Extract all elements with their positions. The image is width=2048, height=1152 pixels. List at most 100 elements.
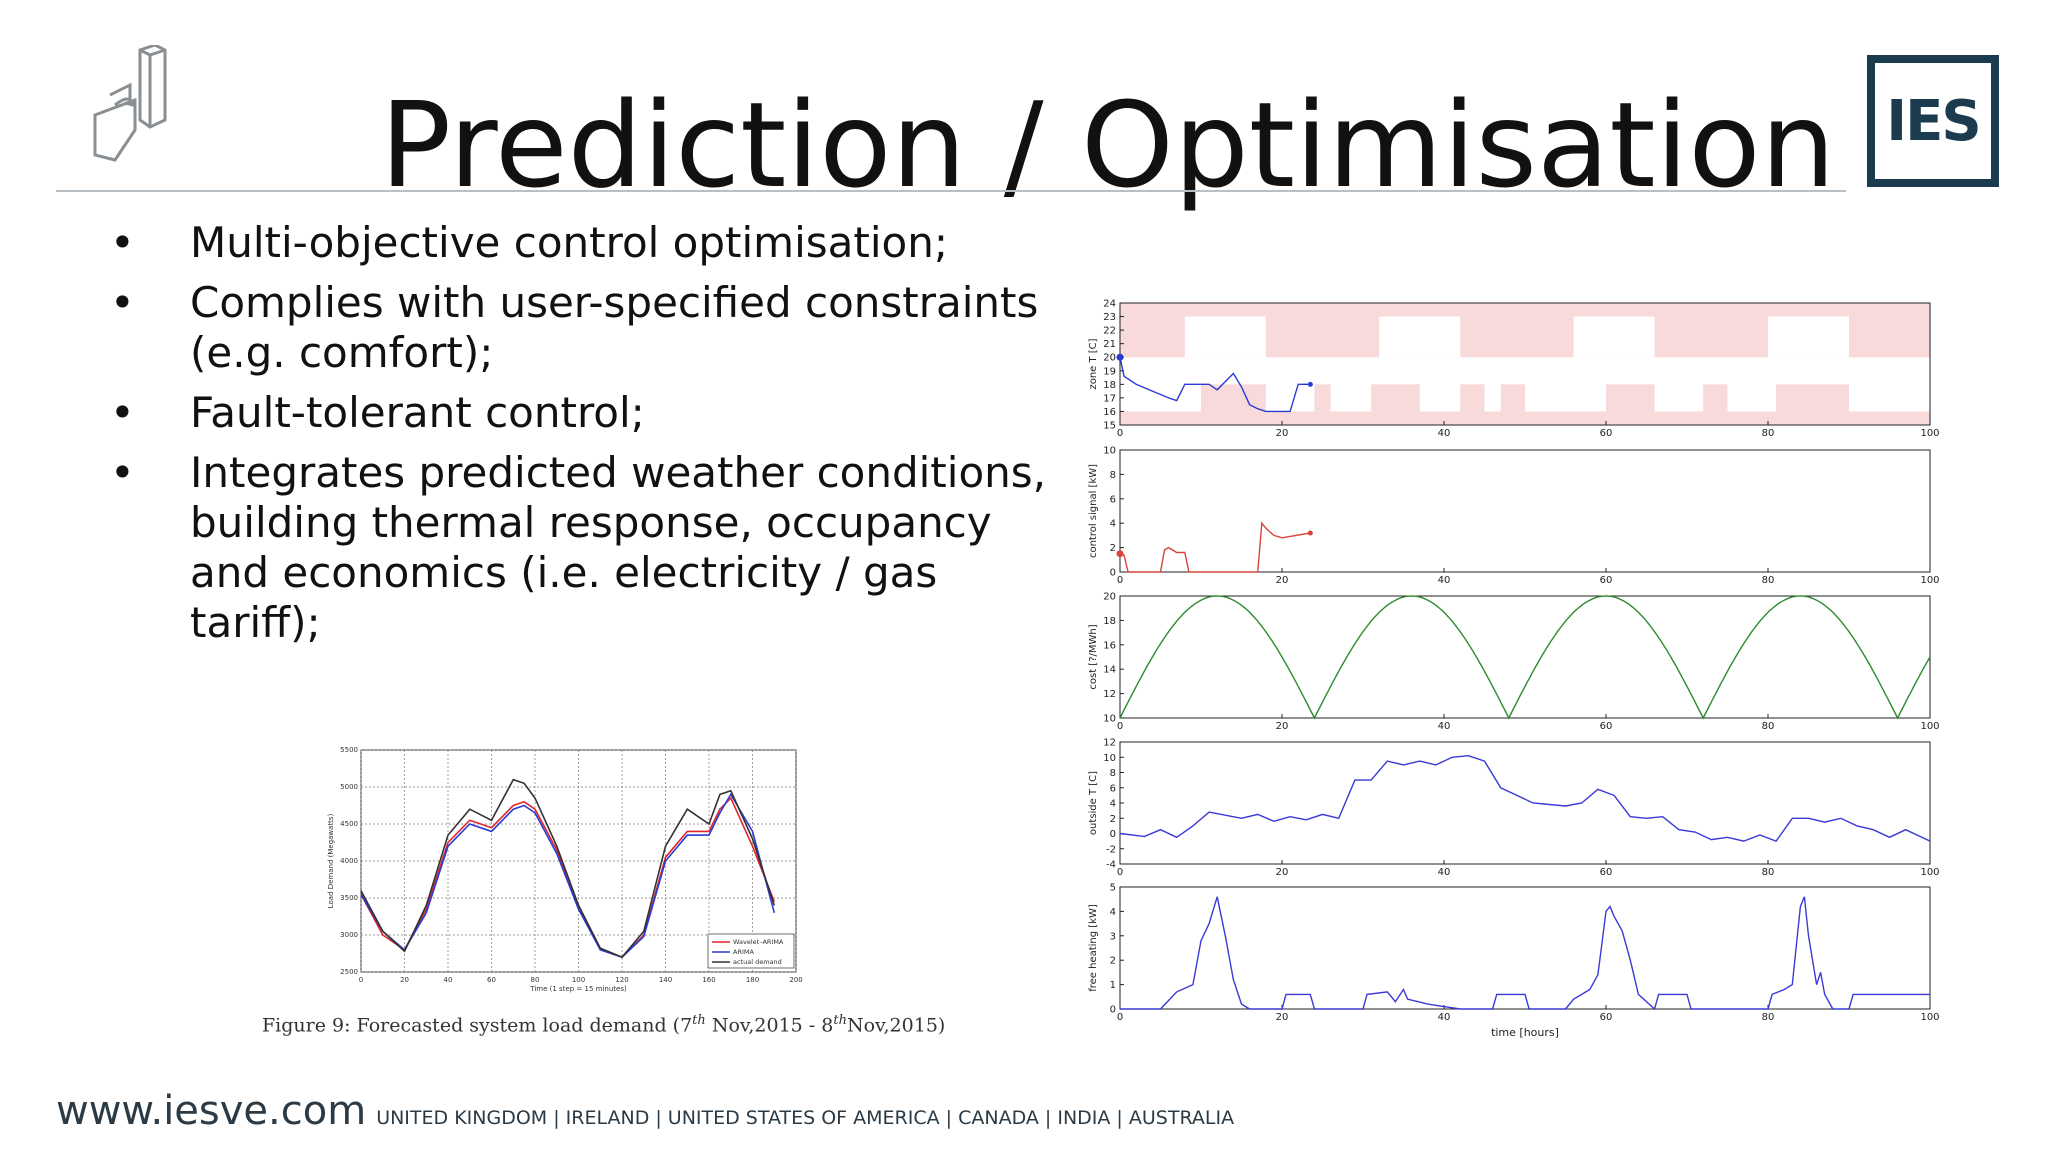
series-line <box>1119 521 1311 573</box>
y-tick-label: 18 <box>1103 616 1116 627</box>
y-tick-label: 23 <box>1103 312 1116 323</box>
y-tick-label: 16 <box>1103 407 1116 418</box>
y-tick-label: 8 <box>1110 470 1116 481</box>
bullet-text: Fault-tolerant control; <box>190 388 645 437</box>
x-tick-label: 20 <box>1276 428 1289 439</box>
series-line <box>360 778 776 959</box>
y-tick-label: 2 <box>1110 956 1116 967</box>
y-tick-label: 10 <box>1103 446 1116 457</box>
bullet-text: Integrates predicted weather conditions,… <box>190 448 1046 647</box>
x-tick-label: 0 <box>1117 721 1123 732</box>
series-line <box>1120 896 1930 1011</box>
x-tick-label: 120 <box>615 976 628 984</box>
plot-bg <box>1120 450 1930 572</box>
y-axis-label: cost [?/MWh] <box>1088 624 1099 689</box>
y-tick-label: 20 <box>1103 592 1116 603</box>
y-tick-label: 6 <box>1110 494 1116 505</box>
plot-bg <box>1120 596 1930 718</box>
comfort-band-raise <box>1460 384 1485 412</box>
subplot-4: 0 20 40 60 80 100 -4 -2 0 2 4 6 8 10 12 outside T [C] <box>1088 738 1940 879</box>
bullet-text: Multi-objective control optimisation; <box>190 218 948 267</box>
x-tick-label: 0 <box>1117 575 1123 586</box>
footer-countries: UNITED KINGDOM | IRELAND | UNITED STATES… <box>376 1107 1235 1129</box>
y-tick-label: 4 <box>1110 907 1116 918</box>
subplot-3: 0 20 40 60 80 100 10 12 14 16 18 20 cost [?/MWh] <box>1088 592 1940 733</box>
figure-caption: Figure 9: Forecasted system load demand … <box>262 1013 945 1037</box>
comfort-band-gap <box>1184 316 1266 358</box>
x-tick-label: 60 <box>1600 721 1613 732</box>
bullet-list: • Multi-objective control optimisation; •… <box>110 218 1050 658</box>
comfort-band-raise <box>1314 384 1331 412</box>
x-tick-label: 180 <box>746 976 759 984</box>
bullet-dot: • <box>110 388 135 437</box>
footer-url[interactable]: www.iesve.com <box>56 1088 367 1134</box>
caption-prefix: Figure 9: Forecasted system load demand … <box>262 1014 693 1037</box>
forecast-load-chart: 0 20 40 60 80 100 120 140 160 180 200 2500 3000 3500 4… <box>327 746 803 993</box>
y-tick-label: 5000 <box>340 783 358 791</box>
y-tick-label: 4 <box>1110 519 1116 530</box>
y-axis-label: free heating [kW] <box>1088 904 1099 992</box>
y-tick-label: 17 <box>1103 393 1116 404</box>
x-tick-label: 140 <box>659 976 672 984</box>
x-tick-label: 80 <box>1762 1012 1775 1023</box>
x-axis-label: time [hours] <box>1491 1026 1559 1039</box>
y-tick-label: 10 <box>1103 714 1116 725</box>
x-tick-label: 60 <box>1600 428 1613 439</box>
y-tick-label: 0 <box>1110 568 1116 579</box>
y-tick-label: 3000 <box>340 931 358 939</box>
y-tick-label: 12 <box>1103 689 1116 700</box>
comfort-band-gap <box>1768 316 1849 358</box>
y-tick-label: 24 <box>1103 299 1116 310</box>
y-tick-label: -2 <box>1106 844 1116 855</box>
x-tick-label: 100 <box>1920 1012 1939 1023</box>
y-tick-label: 18 <box>1103 380 1116 391</box>
subplot-1: 0 20 40 60 80 100 15 16 17 18 19 20 21 22 23 24 zone T [… <box>1088 299 1940 440</box>
y-tick-label: 1 <box>1110 980 1116 991</box>
plot-frame <box>1119 886 1931 1010</box>
comfort-band-gap <box>1573 316 1655 358</box>
subplot-5: 0 20 40 60 80 100 0 1 2 3 4 5 free heating [kW] time … <box>1088 883 1940 1040</box>
x-tick-label: 40 <box>1438 721 1451 732</box>
footer: www.iesve.com UNITED KINGDOM | IRELAND | … <box>56 1088 1234 1134</box>
y-tick-label: 16 <box>1103 640 1116 651</box>
y-tick-label: 21 <box>1103 339 1116 350</box>
y-tick-label: 22 <box>1103 326 1116 337</box>
series-line <box>360 792 776 959</box>
comfort-band-raise <box>1606 384 1655 412</box>
slide-title: Prediction / Optimisation <box>380 76 1836 214</box>
x-tick-label: 20 <box>1276 721 1289 732</box>
x-tick-label: 60 <box>1600 575 1613 586</box>
y-tick-label: 20 <box>1103 353 1116 364</box>
y-tick-label: 5 <box>1110 883 1116 894</box>
y-tick-label: 2 <box>1110 814 1116 825</box>
x-tick-label: 20 <box>1276 1012 1289 1023</box>
comfort-band-lower <box>1120 411 1930 425</box>
legend-label: Wavelet–ARIMA <box>733 938 784 946</box>
bullet-item: • Complies with user-specified constraint… <box>110 278 1050 378</box>
x-tick-label: 100 <box>1920 867 1939 878</box>
y-tick-label: 10 <box>1103 753 1116 764</box>
x-tick-label: 60 <box>487 976 496 984</box>
bullet-text: Complies with user-specified constraints… <box>190 278 1039 377</box>
y-axis-label: zone T [C] <box>1088 338 1099 389</box>
comfort-band-gap <box>1379 316 1461 358</box>
subplot-2: 0 20 40 60 80 100 0 2 4 6 8 10 control signal [kW] <box>1088 446 1940 587</box>
x-tick-label: 100 <box>1920 721 1939 732</box>
y-tick-label: 5500 <box>340 746 358 754</box>
y-tick-label: 3 <box>1110 931 1116 942</box>
series-line <box>1119 754 1931 842</box>
comfort-band-raise <box>1776 384 1849 412</box>
x-tick-label: 40 <box>1438 867 1451 878</box>
comfort-band-raise <box>1500 384 1525 412</box>
x-tick-label: 40 <box>1438 575 1451 586</box>
y-tick-label: 4 <box>1110 799 1116 810</box>
x-tick-label: 60 <box>1600 867 1613 878</box>
y-tick-label: 2500 <box>340 968 358 976</box>
corner-building-logo <box>93 45 167 162</box>
legend-label: actual demand <box>733 958 782 966</box>
end-marker <box>1307 381 1313 387</box>
bullet-dot: • <box>110 218 135 267</box>
series-line <box>1119 357 1311 413</box>
x-tick-label: 100 <box>1920 575 1939 586</box>
